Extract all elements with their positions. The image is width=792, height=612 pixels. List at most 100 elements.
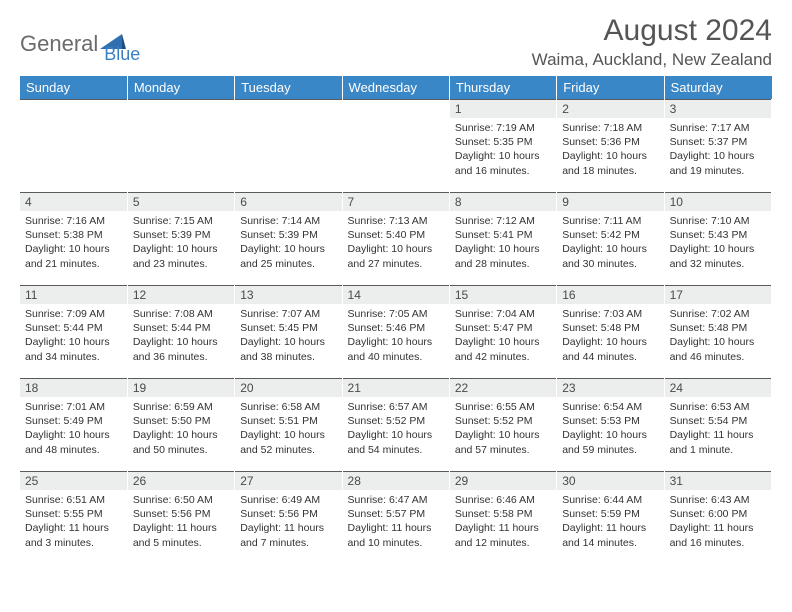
day-number: 2 <box>557 100 663 118</box>
day-number: 21 <box>343 379 449 397</box>
day-body: Sunrise: 7:03 AMSunset: 5:48 PMDaylight:… <box>557 304 663 368</box>
day-cell: 11Sunrise: 7:09 AMSunset: 5:44 PMDayligh… <box>20 286 127 379</box>
day-cell: 6Sunrise: 7:14 AMSunset: 5:39 PMDaylight… <box>235 193 342 286</box>
day-cell: 2Sunrise: 7:18 AMSunset: 5:36 PMDaylight… <box>557 100 664 193</box>
week-row: 18Sunrise: 7:01 AMSunset: 5:49 PMDayligh… <box>20 379 772 472</box>
day-number: 17 <box>665 286 771 304</box>
day-number: 31 <box>665 472 771 490</box>
day-number: 27 <box>235 472 341 490</box>
title-block: August 2024 Waima, Auckland, New Zealand <box>532 14 772 70</box>
day-cell: 9Sunrise: 7:11 AMSunset: 5:42 PMDaylight… <box>557 193 664 286</box>
day-cell: 16Sunrise: 7:03 AMSunset: 5:48 PMDayligh… <box>557 286 664 379</box>
day-number: 1 <box>450 100 556 118</box>
day-body: Sunrise: 6:47 AMSunset: 5:57 PMDaylight:… <box>343 490 449 554</box>
day-cell: 28Sunrise: 6:47 AMSunset: 5:57 PMDayligh… <box>342 472 449 565</box>
day-number: 28 <box>343 472 449 490</box>
day-number: 29 <box>450 472 556 490</box>
day-body: Sunrise: 7:19 AMSunset: 5:35 PMDaylight:… <box>450 118 556 182</box>
calendar-table: SundayMondayTuesdayWednesdayThursdayFrid… <box>20 76 772 565</box>
day-cell: 25Sunrise: 6:51 AMSunset: 5:55 PMDayligh… <box>20 472 127 565</box>
day-cell: 10Sunrise: 7:10 AMSunset: 5:43 PMDayligh… <box>664 193 771 286</box>
day-body: Sunrise: 6:49 AMSunset: 5:56 PMDaylight:… <box>235 490 341 554</box>
day-body: Sunrise: 7:09 AMSunset: 5:44 PMDaylight:… <box>20 304 127 368</box>
week-row: 11Sunrise: 7:09 AMSunset: 5:44 PMDayligh… <box>20 286 772 379</box>
day-header: Friday <box>557 76 664 100</box>
day-cell: 14Sunrise: 7:05 AMSunset: 5:46 PMDayligh… <box>342 286 449 379</box>
brand-logo: General Blue <box>20 14 140 65</box>
day-number: 19 <box>128 379 234 397</box>
week-row: 4Sunrise: 7:16 AMSunset: 5:38 PMDaylight… <box>20 193 772 286</box>
day-number: 25 <box>20 472 127 490</box>
week-row: 25Sunrise: 6:51 AMSunset: 5:55 PMDayligh… <box>20 472 772 565</box>
day-body: Sunrise: 7:01 AMSunset: 5:49 PMDaylight:… <box>20 397 127 461</box>
day-cell: 15Sunrise: 7:04 AMSunset: 5:47 PMDayligh… <box>449 286 556 379</box>
day-cell: 24Sunrise: 6:53 AMSunset: 5:54 PMDayligh… <box>664 379 771 472</box>
day-body: Sunrise: 6:59 AMSunset: 5:50 PMDaylight:… <box>128 397 234 461</box>
day-body: Sunrise: 6:43 AMSunset: 6:00 PMDaylight:… <box>665 490 771 554</box>
day-number: 6 <box>235 193 341 211</box>
day-number: 14 <box>343 286 449 304</box>
day-number: 26 <box>128 472 234 490</box>
day-header: Monday <box>127 76 234 100</box>
location-text: Waima, Auckland, New Zealand <box>532 50 772 70</box>
day-header: Saturday <box>664 76 771 100</box>
day-cell: 21Sunrise: 6:57 AMSunset: 5:52 PMDayligh… <box>342 379 449 472</box>
day-body: Sunrise: 7:16 AMSunset: 5:38 PMDaylight:… <box>20 211 127 275</box>
day-cell: 18Sunrise: 7:01 AMSunset: 5:49 PMDayligh… <box>20 379 127 472</box>
day-cell: 4Sunrise: 7:16 AMSunset: 5:38 PMDaylight… <box>20 193 127 286</box>
day-header-row: SundayMondayTuesdayWednesdayThursdayFrid… <box>20 76 772 100</box>
day-body: Sunrise: 7:17 AMSunset: 5:37 PMDaylight:… <box>665 118 771 182</box>
day-cell: 26Sunrise: 6:50 AMSunset: 5:56 PMDayligh… <box>127 472 234 565</box>
day-cell: 8Sunrise: 7:12 AMSunset: 5:41 PMDaylight… <box>449 193 556 286</box>
day-cell: 7Sunrise: 7:13 AMSunset: 5:40 PMDaylight… <box>342 193 449 286</box>
day-body: Sunrise: 6:50 AMSunset: 5:56 PMDaylight:… <box>128 490 234 554</box>
brand-part2: Blue <box>104 44 140 65</box>
day-number: 20 <box>235 379 341 397</box>
day-header: Tuesday <box>235 76 342 100</box>
day-header: Thursday <box>449 76 556 100</box>
day-body: Sunrise: 6:58 AMSunset: 5:51 PMDaylight:… <box>235 397 341 461</box>
day-number: 9 <box>557 193 663 211</box>
day-number: 8 <box>450 193 556 211</box>
day-number: 4 <box>20 193 127 211</box>
day-cell: 1Sunrise: 7:19 AMSunset: 5:35 PMDaylight… <box>449 100 556 193</box>
day-body: Sunrise: 6:51 AMSunset: 5:55 PMDaylight:… <box>20 490 127 554</box>
day-cell: 23Sunrise: 6:54 AMSunset: 5:53 PMDayligh… <box>557 379 664 472</box>
day-cell: 22Sunrise: 6:55 AMSunset: 5:52 PMDayligh… <box>449 379 556 472</box>
day-number: 3 <box>665 100 771 118</box>
day-cell <box>127 100 234 193</box>
day-body: Sunrise: 6:53 AMSunset: 5:54 PMDaylight:… <box>665 397 771 461</box>
day-number: 16 <box>557 286 663 304</box>
day-body: Sunrise: 7:02 AMSunset: 5:48 PMDaylight:… <box>665 304 771 368</box>
day-cell: 30Sunrise: 6:44 AMSunset: 5:59 PMDayligh… <box>557 472 664 565</box>
day-body: Sunrise: 7:08 AMSunset: 5:44 PMDaylight:… <box>128 304 234 368</box>
day-body: Sunrise: 7:07 AMSunset: 5:45 PMDaylight:… <box>235 304 341 368</box>
day-body: Sunrise: 6:46 AMSunset: 5:58 PMDaylight:… <box>450 490 556 554</box>
day-number: 22 <box>450 379 556 397</box>
day-number: 23 <box>557 379 663 397</box>
day-body: Sunrise: 6:55 AMSunset: 5:52 PMDaylight:… <box>450 397 556 461</box>
day-number: 12 <box>128 286 234 304</box>
day-header: Sunday <box>20 76 127 100</box>
day-body: Sunrise: 7:18 AMSunset: 5:36 PMDaylight:… <box>557 118 663 182</box>
day-body: Sunrise: 7:10 AMSunset: 5:43 PMDaylight:… <box>665 211 771 275</box>
day-cell: 17Sunrise: 7:02 AMSunset: 5:48 PMDayligh… <box>664 286 771 379</box>
day-body: Sunrise: 6:57 AMSunset: 5:52 PMDaylight:… <box>343 397 449 461</box>
week-row: 1Sunrise: 7:19 AMSunset: 5:35 PMDaylight… <box>20 100 772 193</box>
day-number: 13 <box>235 286 341 304</box>
day-cell <box>342 100 449 193</box>
day-number: 5 <box>128 193 234 211</box>
day-cell: 5Sunrise: 7:15 AMSunset: 5:39 PMDaylight… <box>127 193 234 286</box>
day-cell <box>235 100 342 193</box>
header: General Blue August 2024 Waima, Auckland… <box>20 14 772 70</box>
day-number: 30 <box>557 472 663 490</box>
day-header: Wednesday <box>342 76 449 100</box>
day-number: 15 <box>450 286 556 304</box>
day-cell: 29Sunrise: 6:46 AMSunset: 5:58 PMDayligh… <box>449 472 556 565</box>
day-cell: 19Sunrise: 6:59 AMSunset: 5:50 PMDayligh… <box>127 379 234 472</box>
day-body: Sunrise: 7:12 AMSunset: 5:41 PMDaylight:… <box>450 211 556 275</box>
day-number: 18 <box>20 379 127 397</box>
day-cell: 3Sunrise: 7:17 AMSunset: 5:37 PMDaylight… <box>664 100 771 193</box>
brand-part1: General <box>20 31 98 57</box>
day-body: Sunrise: 7:15 AMSunset: 5:39 PMDaylight:… <box>128 211 234 275</box>
